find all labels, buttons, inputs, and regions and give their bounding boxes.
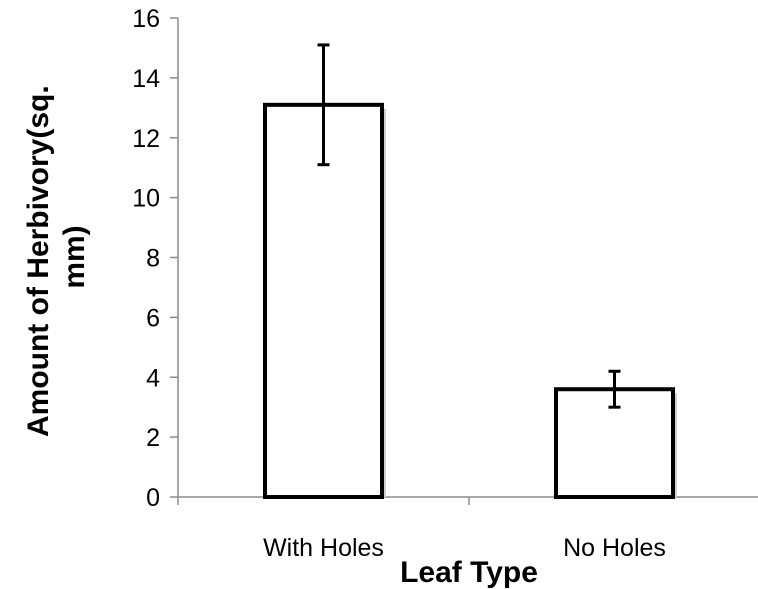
y-tick-label: 8	[146, 245, 160, 273]
y-axis-title-line-1: Amount of Herbivory(sq.	[22, 85, 55, 437]
category-labels: With Holes No Holes	[263, 534, 666, 562]
y-axis-title: Amount of Herbivory(sq. mm)	[22, 77, 91, 437]
y-ticks: 0 2 4 6 8 10 12 14 16	[132, 5, 178, 512]
y-tick-label: 2	[146, 424, 160, 452]
x-category-label: With Holes	[263, 534, 384, 562]
y-tick-label: 16	[132, 5, 160, 33]
y-tick-label: 10	[132, 185, 160, 213]
bar-with-holes	[263, 102, 384, 499]
error-bars	[317, 43, 621, 409]
y-tick-label: 4	[146, 364, 160, 392]
x-axis-title: Leaf Type	[400, 556, 538, 589]
y-tick-label: 6	[146, 304, 160, 332]
y-tick-label: 0	[146, 484, 160, 512]
x-category-label: No Holes	[563, 534, 666, 562]
y-axis-title-line-2: mm)	[58, 225, 91, 288]
y-tick-label: 12	[132, 125, 160, 153]
y-tick-label: 14	[132, 65, 160, 93]
x-ticks	[177, 497, 470, 505]
